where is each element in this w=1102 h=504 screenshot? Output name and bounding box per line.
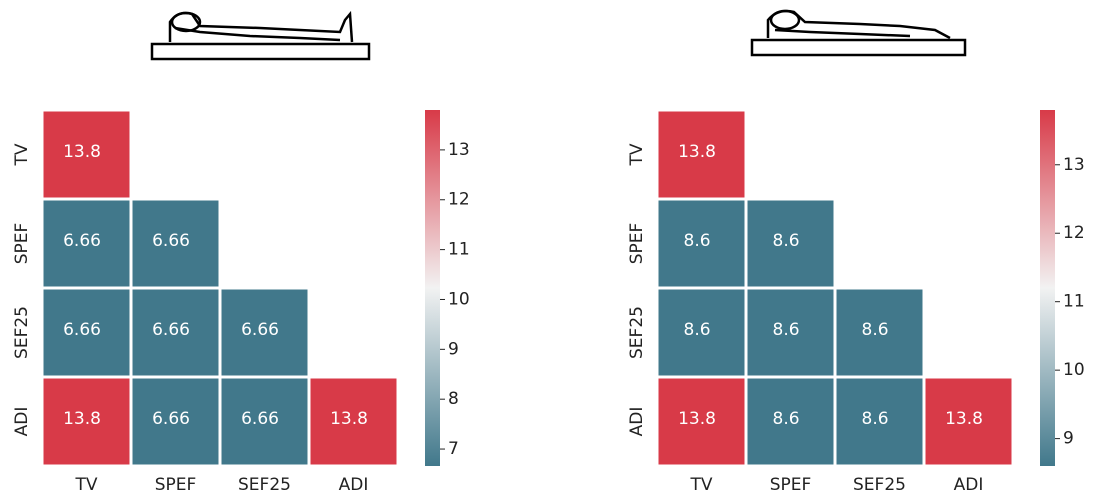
cell-label: 8.6 [684,320,711,340]
colorbar-tick-label: 9 [448,339,459,359]
cell-label: 8.6 [773,231,800,251]
cell-label: 6.66 [152,409,190,429]
colorbar-tick-label: 7 [448,439,459,459]
heatmap-cell [218,286,311,379]
colorbar-tick-label: 8 [448,389,459,409]
y-tick-label: ADI [12,407,32,437]
colorbar [425,110,440,466]
heatmap-cell [218,375,311,468]
heatmap-cell [655,108,748,201]
cell-label: 6.66 [241,320,279,340]
cell-label: 13.8 [63,409,101,429]
heatmap-cell [655,375,748,468]
heatmap-cell [655,286,748,379]
cell-label: 8.6 [773,409,800,429]
heatmap-cell [129,375,222,468]
cell-label: 13.8 [63,142,101,162]
colorbar-tick-label: 12 [448,190,470,210]
heatmap-cell [833,286,926,379]
colorbar-tick-label: 13 [448,140,470,160]
y-tick-label: TV [627,143,647,166]
colorbar-tick-label: 12 [1063,223,1085,243]
cell-label: 6.66 [63,320,101,340]
colorbar-tick-label: 9 [1063,429,1074,449]
heatmap-cell [40,375,133,468]
prone-icon [750,9,967,57]
x-tick-label: SEF25 [238,475,291,495]
colorbar [1040,110,1055,466]
heatmap-cell [307,375,400,468]
x-tick-label: SPEF [770,475,812,495]
colorbar-tick-label: 13 [1063,155,1085,175]
x-tick-label: TV [689,475,712,495]
heatmap-cell [40,108,133,201]
cell-label: 13.8 [678,142,716,162]
y-tick-label: SEF25 [12,306,32,359]
x-tick-label: SPEF [155,475,197,495]
cell-label: 13.8 [945,409,983,429]
cell-label: 6.66 [63,231,101,251]
cell-label: 8.6 [773,320,800,340]
cell-label: 13.8 [678,409,716,429]
supine-icon [150,10,371,61]
heatmap-cell [833,375,926,468]
x-tick-label: ADI [954,475,984,495]
y-tick-label: TV [12,143,32,166]
cell-label: 13.8 [330,409,368,429]
colorbar-tick-label: 10 [448,289,470,309]
cell-label: 6.66 [152,231,190,251]
y-tick-label: SPEF [12,223,32,265]
cell-label: 6.66 [241,409,279,429]
cell-label: 6.66 [152,320,190,340]
y-tick-label: SPEF [627,223,647,265]
cell-label: 8.6 [684,231,711,251]
y-tick-label: ADI [627,407,647,437]
x-tick-label: SEF25 [853,475,906,495]
cell-label: 8.6 [862,320,889,340]
colorbar-tick-label: 11 [1063,292,1085,312]
y-tick-label: SEF25 [627,306,647,359]
cell-label: 8.6 [862,409,889,429]
x-tick-label: ADI [339,475,369,495]
x-tick-label: TV [74,475,97,495]
colorbar-tick-label: 10 [1063,360,1085,380]
colorbar-tick-label: 11 [448,240,470,260]
heatmap-cell [922,375,1015,468]
